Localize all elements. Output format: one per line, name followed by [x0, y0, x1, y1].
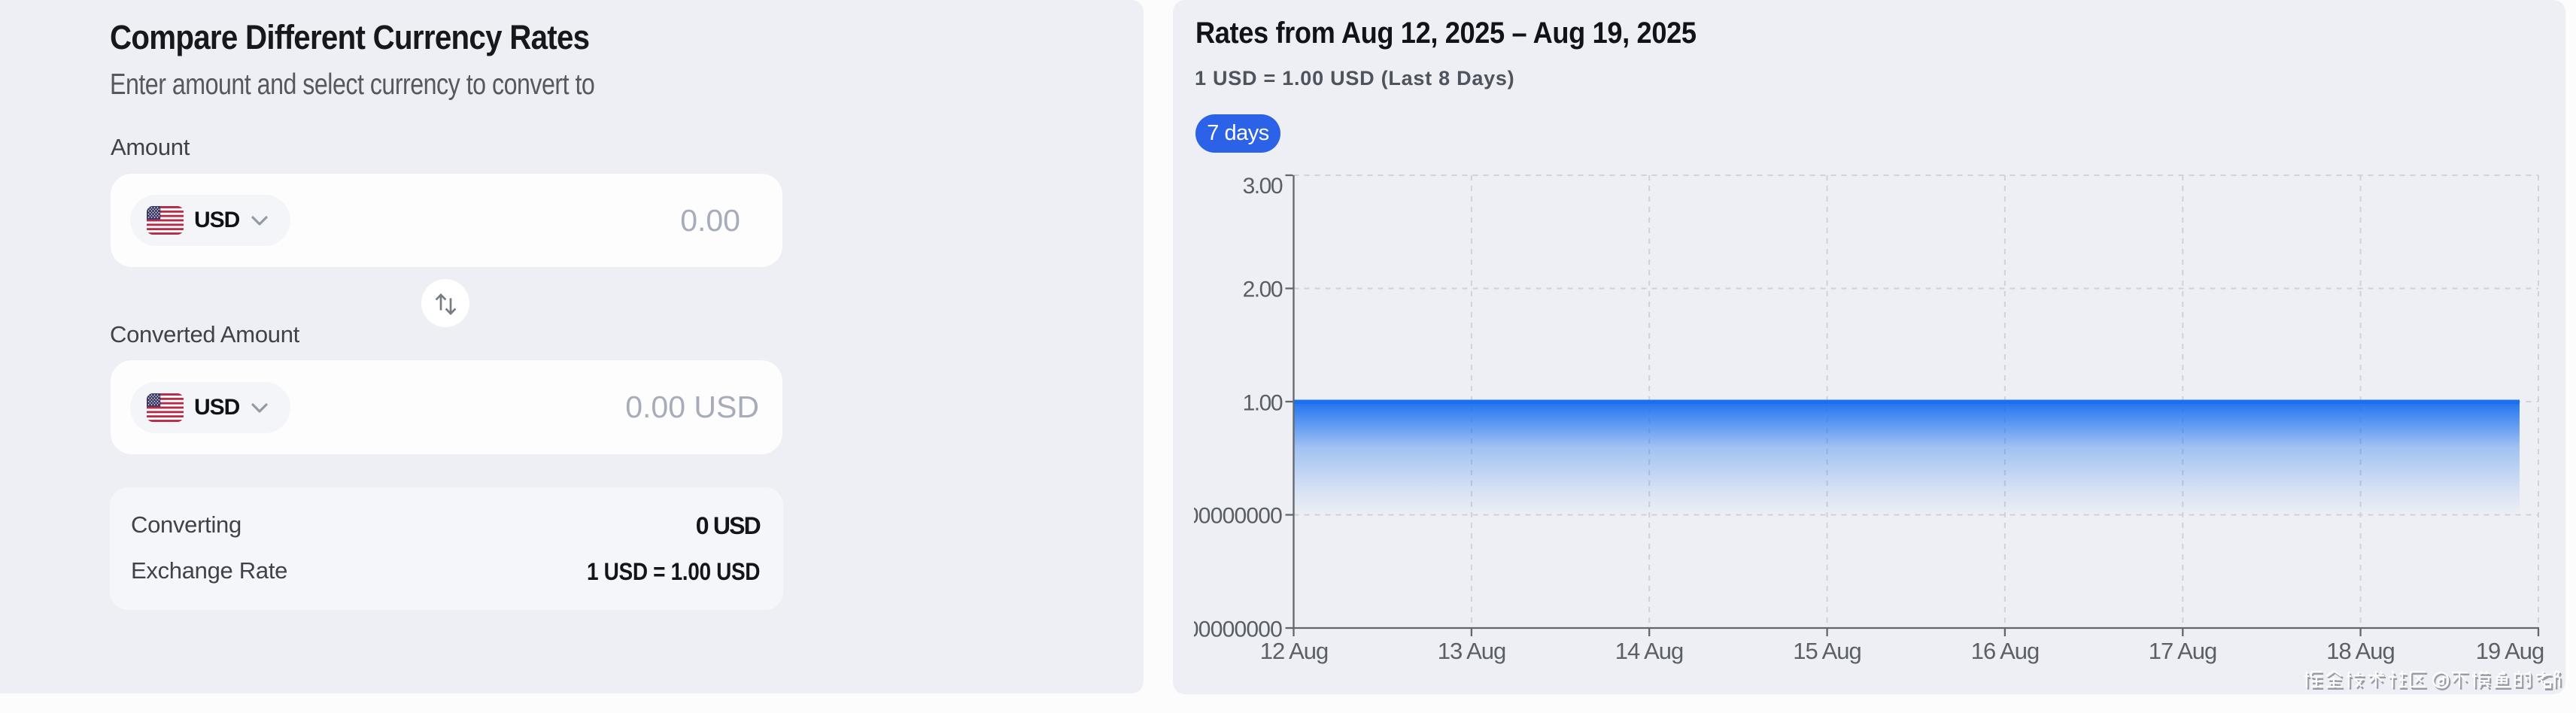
svg-text:19 Aug: 19 Aug	[2476, 638, 2544, 664]
svg-text:16 Aug: 16 Aug	[1971, 638, 2040, 664]
svg-text:14 Aug: 14 Aug	[1615, 638, 1684, 664]
svg-text:0.000000000000000000: 0.000000000000000000	[1194, 504, 1282, 529]
svg-text:18 Aug: 18 Aug	[2326, 638, 2395, 664]
svg-text:2.00: 2.00	[1243, 278, 1283, 302]
svg-text:3.00: 3.00	[1243, 174, 1283, 199]
svg-text:17 Aug: 17 Aug	[2149, 638, 2217, 664]
svg-text:13 Aug: 13 Aug	[1438, 638, 1506, 664]
svg-text:15 Aug: 15 Aug	[1793, 638, 1861, 664]
svg-text:0.000000000000000000: 0.000000000000000000	[1194, 617, 1282, 642]
svg-text:1.00: 1.00	[1243, 391, 1283, 416]
svg-text:12 Aug: 12 Aug	[1260, 638, 1329, 664]
